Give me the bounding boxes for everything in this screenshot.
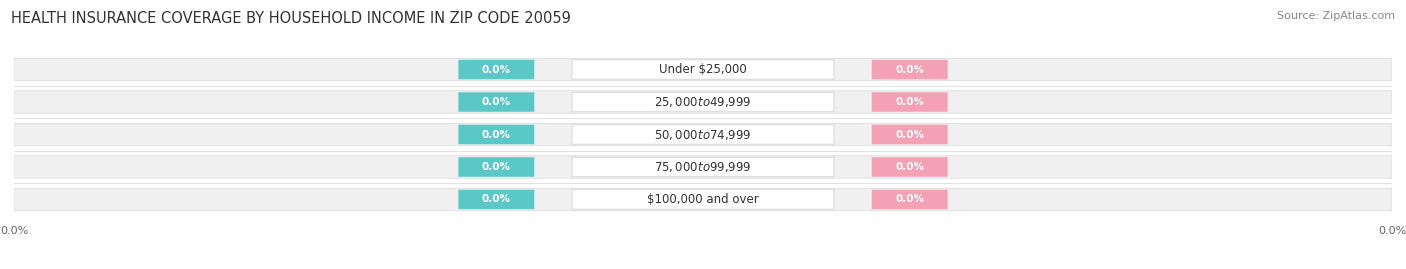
FancyBboxPatch shape <box>872 157 948 177</box>
FancyBboxPatch shape <box>458 125 534 144</box>
FancyBboxPatch shape <box>572 157 834 177</box>
FancyBboxPatch shape <box>572 125 834 144</box>
Text: HEALTH INSURANCE COVERAGE BY HOUSEHOLD INCOME IN ZIP CODE 20059: HEALTH INSURANCE COVERAGE BY HOUSEHOLD I… <box>11 11 571 26</box>
FancyBboxPatch shape <box>458 190 534 209</box>
FancyBboxPatch shape <box>458 92 534 112</box>
FancyBboxPatch shape <box>458 157 534 177</box>
FancyBboxPatch shape <box>872 60 948 79</box>
Text: 0.0%: 0.0% <box>896 194 924 204</box>
FancyBboxPatch shape <box>572 60 834 79</box>
Text: $75,000 to $99,999: $75,000 to $99,999 <box>654 160 752 174</box>
Text: 0.0%: 0.0% <box>482 162 510 172</box>
Text: 0.0%: 0.0% <box>482 97 510 107</box>
FancyBboxPatch shape <box>14 156 1392 178</box>
FancyBboxPatch shape <box>872 190 948 209</box>
Text: $25,000 to $49,999: $25,000 to $49,999 <box>654 95 752 109</box>
Text: 0.0%: 0.0% <box>896 65 924 75</box>
FancyBboxPatch shape <box>572 190 834 209</box>
Text: 0.0%: 0.0% <box>896 129 924 140</box>
FancyBboxPatch shape <box>14 58 1392 81</box>
Text: 0.0%: 0.0% <box>896 162 924 172</box>
Text: $50,000 to $74,999: $50,000 to $74,999 <box>654 128 752 141</box>
FancyBboxPatch shape <box>872 125 948 144</box>
Text: 0.0%: 0.0% <box>896 97 924 107</box>
FancyBboxPatch shape <box>14 123 1392 146</box>
FancyBboxPatch shape <box>14 188 1392 211</box>
Text: Under $25,000: Under $25,000 <box>659 63 747 76</box>
Text: 0.0%: 0.0% <box>482 129 510 140</box>
FancyBboxPatch shape <box>458 60 534 79</box>
FancyBboxPatch shape <box>572 92 834 112</box>
FancyBboxPatch shape <box>872 92 948 112</box>
Text: 0.0%: 0.0% <box>482 194 510 204</box>
FancyBboxPatch shape <box>14 91 1392 113</box>
Text: $100,000 and over: $100,000 and over <box>647 193 759 206</box>
Text: Source: ZipAtlas.com: Source: ZipAtlas.com <box>1277 11 1395 21</box>
Text: 0.0%: 0.0% <box>482 65 510 75</box>
